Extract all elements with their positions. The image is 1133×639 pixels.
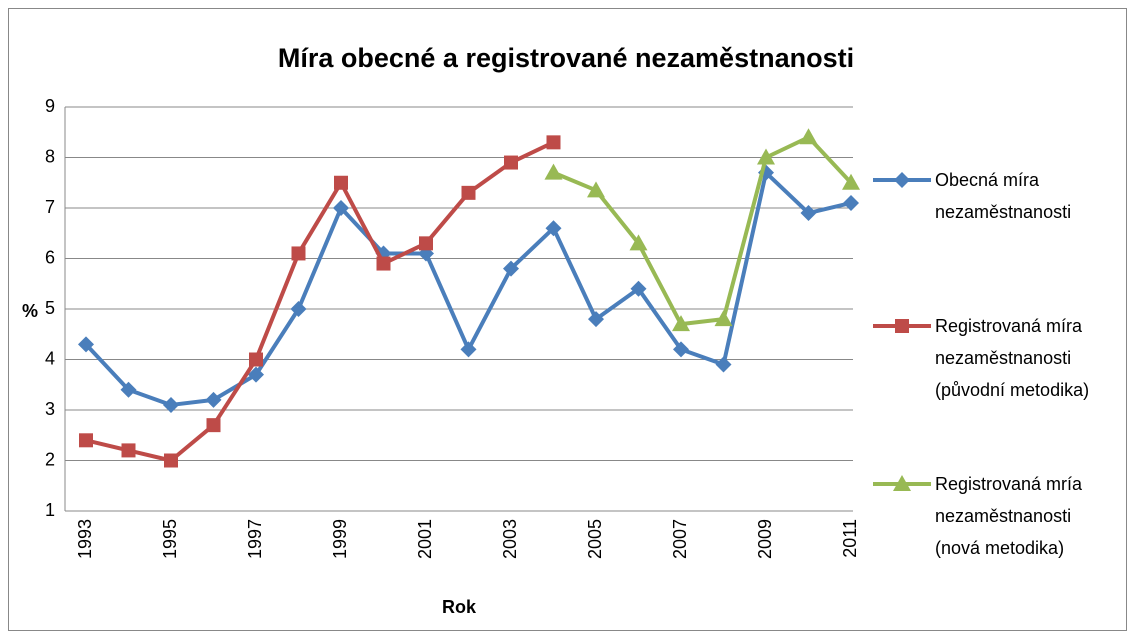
x-tick-label: 1997 bbox=[245, 519, 265, 559]
series-line bbox=[552, 135, 853, 327]
y-tick-label: 5 bbox=[45, 298, 55, 318]
x-tick-label: 2007 bbox=[670, 519, 690, 559]
marker bbox=[461, 185, 476, 200]
series-line bbox=[85, 140, 555, 463]
marker bbox=[205, 391, 222, 408]
marker bbox=[673, 341, 689, 358]
marker bbox=[799, 128, 818, 145]
x-tick-label: 1995 bbox=[160, 519, 180, 559]
marker bbox=[503, 260, 519, 277]
marker bbox=[544, 163, 563, 180]
marker bbox=[800, 205, 817, 222]
marker bbox=[629, 234, 648, 251]
marker bbox=[376, 256, 391, 271]
y-tick-label: 4 bbox=[45, 348, 55, 368]
marker bbox=[715, 356, 732, 373]
marker bbox=[79, 433, 93, 448]
chart-frame bbox=[8, 8, 1127, 631]
x-tick-label: 1993 bbox=[75, 519, 95, 559]
y-tick-label: 1 bbox=[45, 500, 55, 520]
marker bbox=[291, 246, 306, 261]
marker bbox=[333, 200, 349, 216]
marker bbox=[206, 418, 221, 433]
marker bbox=[546, 135, 561, 150]
chart-title: Míra obecné a registrované nezaměstnanos… bbox=[278, 43, 854, 73]
marker bbox=[630, 280, 647, 297]
marker bbox=[895, 319, 909, 333]
x-tick-label: 2003 bbox=[500, 519, 520, 559]
x-tick-label: 2005 bbox=[585, 519, 605, 559]
marker bbox=[375, 245, 392, 262]
y-tick-label: 8 bbox=[45, 146, 55, 166]
marker bbox=[249, 352, 263, 367]
legend-label: Obecná míra nezaměstnanosti bbox=[935, 170, 1072, 222]
marker bbox=[334, 175, 348, 190]
x-tick-label: 1999 bbox=[330, 519, 350, 559]
y-axis-label: % bbox=[22, 301, 38, 321]
y-tick-label: 3 bbox=[45, 399, 55, 419]
legend-label: Registrovaná míra nezaměstnanosti (původ… bbox=[935, 316, 1090, 400]
marker bbox=[163, 396, 179, 413]
marker bbox=[587, 181, 605, 198]
x-tick-label: 2001 bbox=[415, 519, 435, 559]
marker bbox=[460, 341, 477, 358]
y-tick-label: 2 bbox=[45, 449, 55, 469]
marker bbox=[545, 220, 562, 237]
marker bbox=[121, 443, 136, 458]
y-tick-label: 6 bbox=[45, 247, 55, 267]
marker bbox=[893, 475, 911, 491]
marker bbox=[757, 148, 775, 165]
marker bbox=[504, 155, 518, 170]
y-tick-label: 9 bbox=[45, 96, 55, 116]
marker bbox=[672, 315, 690, 332]
marker bbox=[120, 381, 137, 398]
marker bbox=[843, 194, 859, 211]
marker bbox=[78, 336, 94, 353]
marker bbox=[164, 453, 178, 468]
marker bbox=[714, 310, 733, 327]
x-tick-label: 2009 bbox=[755, 519, 775, 559]
x-tick-label: 2011 bbox=[840, 519, 860, 558]
marker bbox=[248, 366, 264, 383]
marker bbox=[894, 172, 910, 188]
marker bbox=[290, 301, 307, 317]
x-axis-label: Rok bbox=[442, 597, 477, 617]
marker bbox=[419, 236, 433, 251]
y-tick-label: 7 bbox=[45, 197, 55, 217]
legend-label: Registrovaná mría nezaměstnanosti (nová … bbox=[935, 474, 1083, 558]
marker bbox=[588, 311, 604, 328]
marker bbox=[842, 173, 860, 190]
